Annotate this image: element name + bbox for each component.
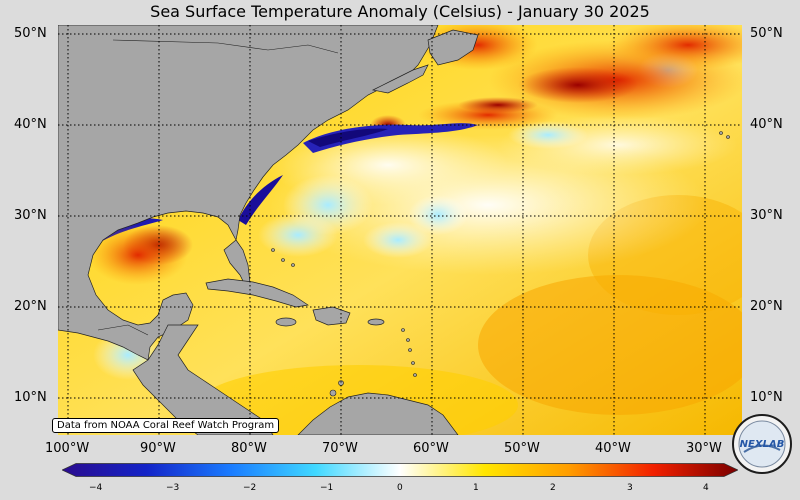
nexlab-logo: NEXLAB (732, 414, 792, 474)
lat-label-right-30n: 30°N (750, 208, 783, 223)
colorbar-tick-3: 3 (627, 483, 633, 493)
colorbar-tick-2: 2 (550, 483, 556, 493)
lat-label-right-20n: 20°N (750, 299, 783, 314)
map-title: Sea Surface Temperature Anomaly (Celsius… (150, 2, 650, 21)
lesser-antilles (271, 131, 730, 397)
colorbar-tick--1: −1 (320, 483, 334, 493)
lon-label-40w: 40°W (595, 441, 631, 456)
colorbar (61, 462, 739, 477)
sst-anomaly-map (58, 25, 742, 435)
lat-label-left-40n: 40°N (14, 117, 47, 132)
lon-label-30w: 30°W (686, 441, 722, 456)
colorbar-tick-1: 1 (473, 483, 479, 493)
data-credit: Data from NOAA Coral Reef Watch Program (52, 418, 280, 433)
svg-text:NEXLAB: NEXLAB (740, 439, 785, 450)
lat-label-right-50n: 50°N (750, 26, 783, 41)
cuba-land (205, 278, 309, 308)
lon-label-100w: 100°W (45, 441, 90, 456)
hispaniola-land (312, 306, 351, 326)
colorbar-tick-4: 4 (703, 483, 709, 493)
colorbar-tick--4: −4 (89, 483, 103, 493)
lat-label-left-10n: 10°N (14, 390, 47, 405)
lon-label-90w: 90°W (140, 441, 176, 456)
maritimes-land (371, 64, 429, 94)
south-america-land (297, 392, 459, 435)
lon-label-50w: 50°W (504, 441, 540, 456)
lon-label-60w: 60°W (413, 441, 449, 456)
lat-label-right-40n: 40°N (750, 117, 783, 132)
colorbar-tick--3: −3 (166, 483, 180, 493)
graticule (58, 25, 742, 435)
borders (97, 39, 339, 336)
cold-band-gulf-stream (303, 123, 478, 153)
colorbar-tick--2: −2 (243, 483, 257, 493)
lon-label-80w: 80°W (231, 441, 267, 456)
lon-label-70w: 70°W (322, 441, 358, 456)
lat-label-left-30n: 30°N (14, 208, 47, 223)
lat-label-right-10n: 10°N (750, 390, 783, 405)
puerto-rico-land (367, 318, 385, 326)
north-america-land (58, 25, 439, 361)
lat-label-left-20n: 20°N (14, 299, 47, 314)
lat-label-left-50n: 50°N (14, 26, 47, 41)
central-america-land (132, 324, 274, 435)
map-canvas (58, 25, 742, 435)
jamaica-land (275, 317, 297, 327)
newfoundland-land (427, 29, 479, 66)
colorbar-tick-0: 0 (397, 483, 403, 493)
